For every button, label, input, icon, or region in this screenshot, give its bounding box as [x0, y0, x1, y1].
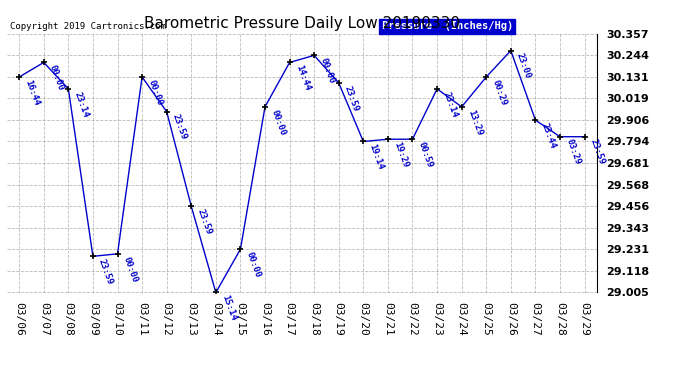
Text: 00:00: 00:00 [121, 255, 139, 284]
Text: Pressure  (Inches/Hg): Pressure (Inches/Hg) [382, 21, 513, 31]
Text: 16:44: 16:44 [23, 78, 41, 107]
Text: 00:59: 00:59 [417, 141, 434, 169]
Text: 00:00: 00:00 [318, 57, 336, 85]
Text: 00:00: 00:00 [48, 64, 66, 92]
Text: 23:00: 23:00 [515, 52, 533, 80]
Text: 19:29: 19:29 [392, 141, 410, 169]
Text: 23:59: 23:59 [171, 113, 188, 141]
Text: Copyright 2019 Cartronics.com: Copyright 2019 Cartronics.com [10, 22, 166, 31]
Text: 23:59: 23:59 [589, 138, 607, 166]
Text: 00:00: 00:00 [244, 251, 262, 279]
Text: 23:44: 23:44 [540, 122, 558, 150]
Text: 23:14: 23:14 [72, 90, 90, 118]
Text: 03:29: 03:29 [564, 138, 582, 166]
Title: Barometric Pressure Daily Low 20190330: Barometric Pressure Daily Low 20190330 [144, 16, 460, 31]
Text: 15:14: 15:14 [220, 294, 237, 322]
Text: 23:59: 23:59 [195, 208, 213, 236]
Text: 23:14: 23:14 [441, 90, 459, 118]
Text: 13:29: 13:29 [466, 108, 484, 136]
Text: 19:14: 19:14 [368, 143, 385, 171]
Text: 23:59: 23:59 [97, 258, 115, 286]
Text: 00:00: 00:00 [146, 78, 164, 107]
Text: 14:44: 14:44 [294, 64, 311, 92]
Text: 23:59: 23:59 [343, 84, 361, 112]
Text: 00:29: 00:29 [491, 78, 508, 107]
Text: 00:00: 00:00 [269, 108, 287, 136]
